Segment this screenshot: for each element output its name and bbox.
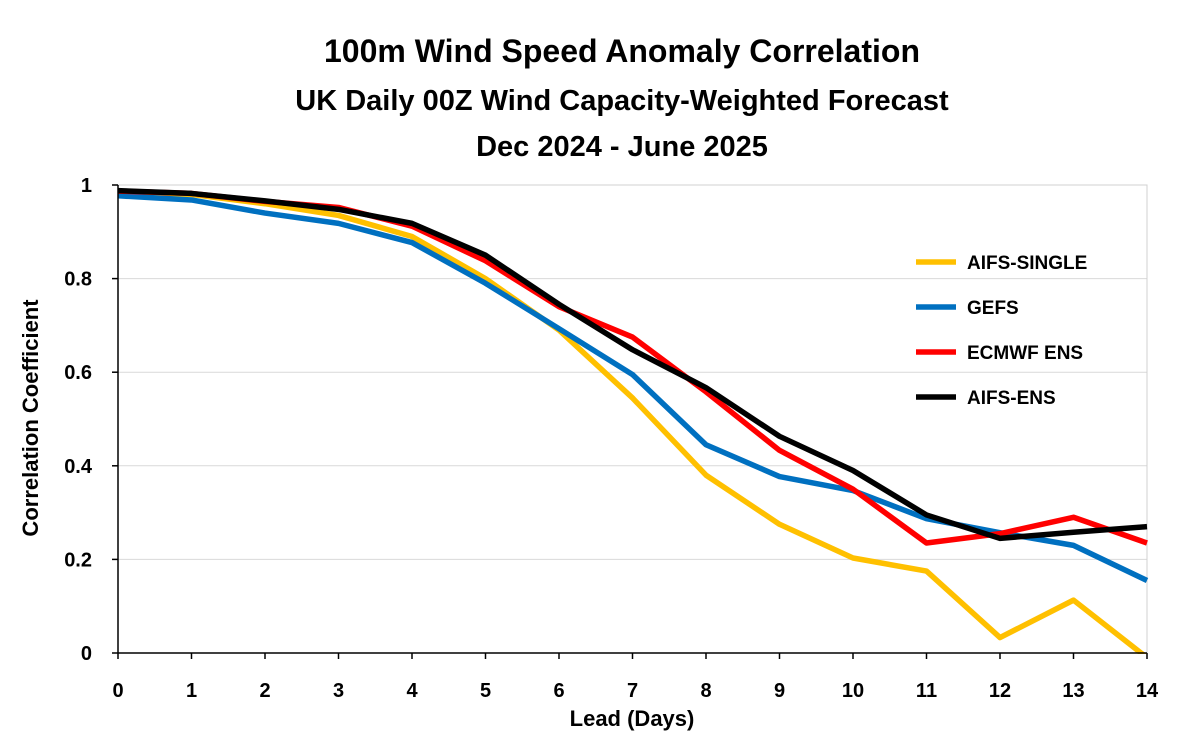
- y-axis-ticks: 0 0.2 0.4 0.6 0.8 1: [64, 175, 118, 665]
- chart-title: 100m Wind Speed Anomaly Correlation: [324, 33, 920, 69]
- legend: AIFS-SINGLE GEFS ECMWF ENS AIFS-ENS: [916, 253, 1087, 409]
- x-tick-label: 0: [112, 680, 123, 702]
- x-tick-label: 13: [1062, 680, 1084, 702]
- series-lines: [118, 187, 1149, 654]
- series-line-aifs-ens: [118, 187, 1148, 542]
- legend-label-ecmwf-ens: ECMWF ENS: [967, 343, 1083, 364]
- x-tick-label: 8: [700, 680, 711, 702]
- chart-subtitle: UK Daily 00Z Wind Capacity-Weighted Fore…: [295, 85, 949, 117]
- series-line-ecmwf-ens: [118, 188, 1148, 546]
- x-tick-label: 7: [627, 680, 638, 702]
- x-tick-label: 6: [553, 680, 564, 702]
- x-tick-label: 1: [186, 680, 197, 702]
- x-tick-label: 2: [259, 680, 270, 702]
- chart-subtitle-dates: Dec 2024 - June 2025: [476, 131, 768, 163]
- y-tick-label: 1: [81, 175, 92, 197]
- y-tick-label: 0.2: [64, 549, 92, 571]
- x-tick-label: 14: [1136, 680, 1159, 702]
- x-axis-ticks: 0 1 2 3 4 5 6 7 8 9 10 11 12 13 14: [112, 653, 1159, 702]
- legend-label-aifs-ens: AIFS-ENS: [967, 388, 1056, 409]
- legend-label-aifs-single: AIFS-SINGLE: [967, 253, 1087, 274]
- series-line-aifs-single: [118, 189, 1147, 654]
- x-tick-label: 4: [406, 680, 418, 702]
- x-tick-label: 11: [916, 680, 937, 702]
- x-tick-label: 5: [480, 680, 491, 702]
- x-axis-label: Lead (Days): [570, 706, 695, 731]
- legend-label-gefs: GEFS: [967, 298, 1019, 319]
- x-tick-label: 10: [842, 680, 864, 702]
- y-tick-label: 0.4: [64, 456, 93, 478]
- y-tick-label: 0.6: [64, 362, 92, 384]
- x-tick-label: 12: [989, 680, 1011, 702]
- x-tick-label: 9: [774, 680, 785, 702]
- x-tick-label: 3: [333, 680, 344, 702]
- y-axis-label: Correlation Coefficient: [18, 299, 43, 537]
- y-tick-label: 0: [81, 643, 92, 665]
- y-tick-label: 0.8: [64, 269, 92, 291]
